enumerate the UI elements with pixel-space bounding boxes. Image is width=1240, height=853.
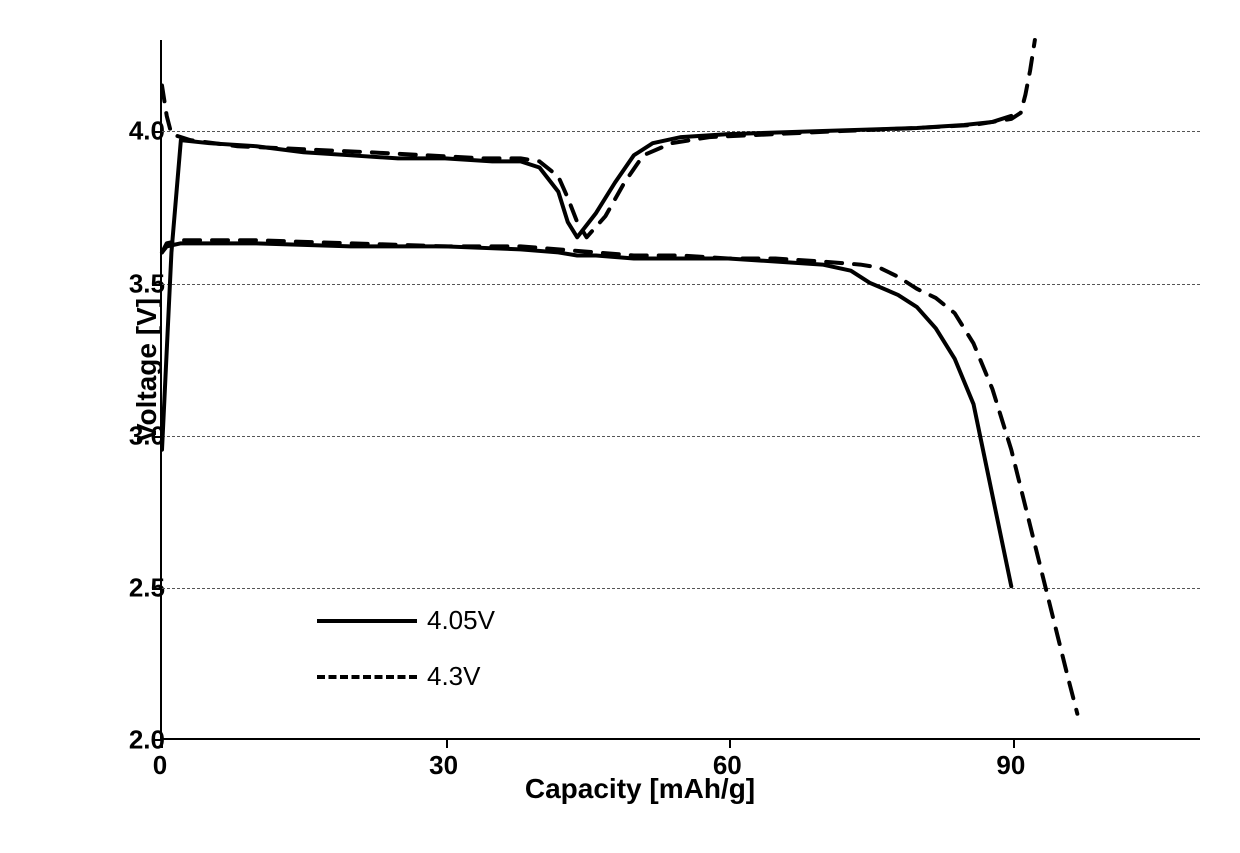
ytick — [152, 284, 162, 286]
xtick-label: 60 — [713, 750, 742, 781]
series-4.3V_discharge — [162, 240, 1077, 713]
xtick-label: 0 — [153, 750, 167, 781]
series-4.05V_charge — [162, 116, 1011, 450]
ytick — [152, 131, 162, 133]
legend-label: 4.3V — [427, 661, 481, 692]
xtick-label: 30 — [429, 750, 458, 781]
ytick — [152, 739, 162, 741]
xtick — [446, 738, 448, 748]
xtick — [1013, 738, 1015, 748]
legend-item: 4.3V — [317, 661, 495, 692]
ytick — [152, 436, 162, 438]
plot-area: 4.05V 4.3V — [160, 40, 1200, 740]
ytick — [152, 588, 162, 590]
chart-container: Voltage [V] Capacity [mAh/g] 2.0 2.5 3.0… — [60, 20, 1220, 820]
xtick-label: 90 — [996, 750, 1025, 781]
legend-label: 4.05V — [427, 605, 495, 636]
legend: 4.05V 4.3V — [317, 605, 495, 717]
xtick — [729, 738, 731, 748]
legend-line-dashed — [317, 675, 417, 679]
legend-item: 4.05V — [317, 605, 495, 636]
series-4.05V_discharge — [162, 243, 1011, 586]
legend-line-solid — [317, 619, 417, 623]
